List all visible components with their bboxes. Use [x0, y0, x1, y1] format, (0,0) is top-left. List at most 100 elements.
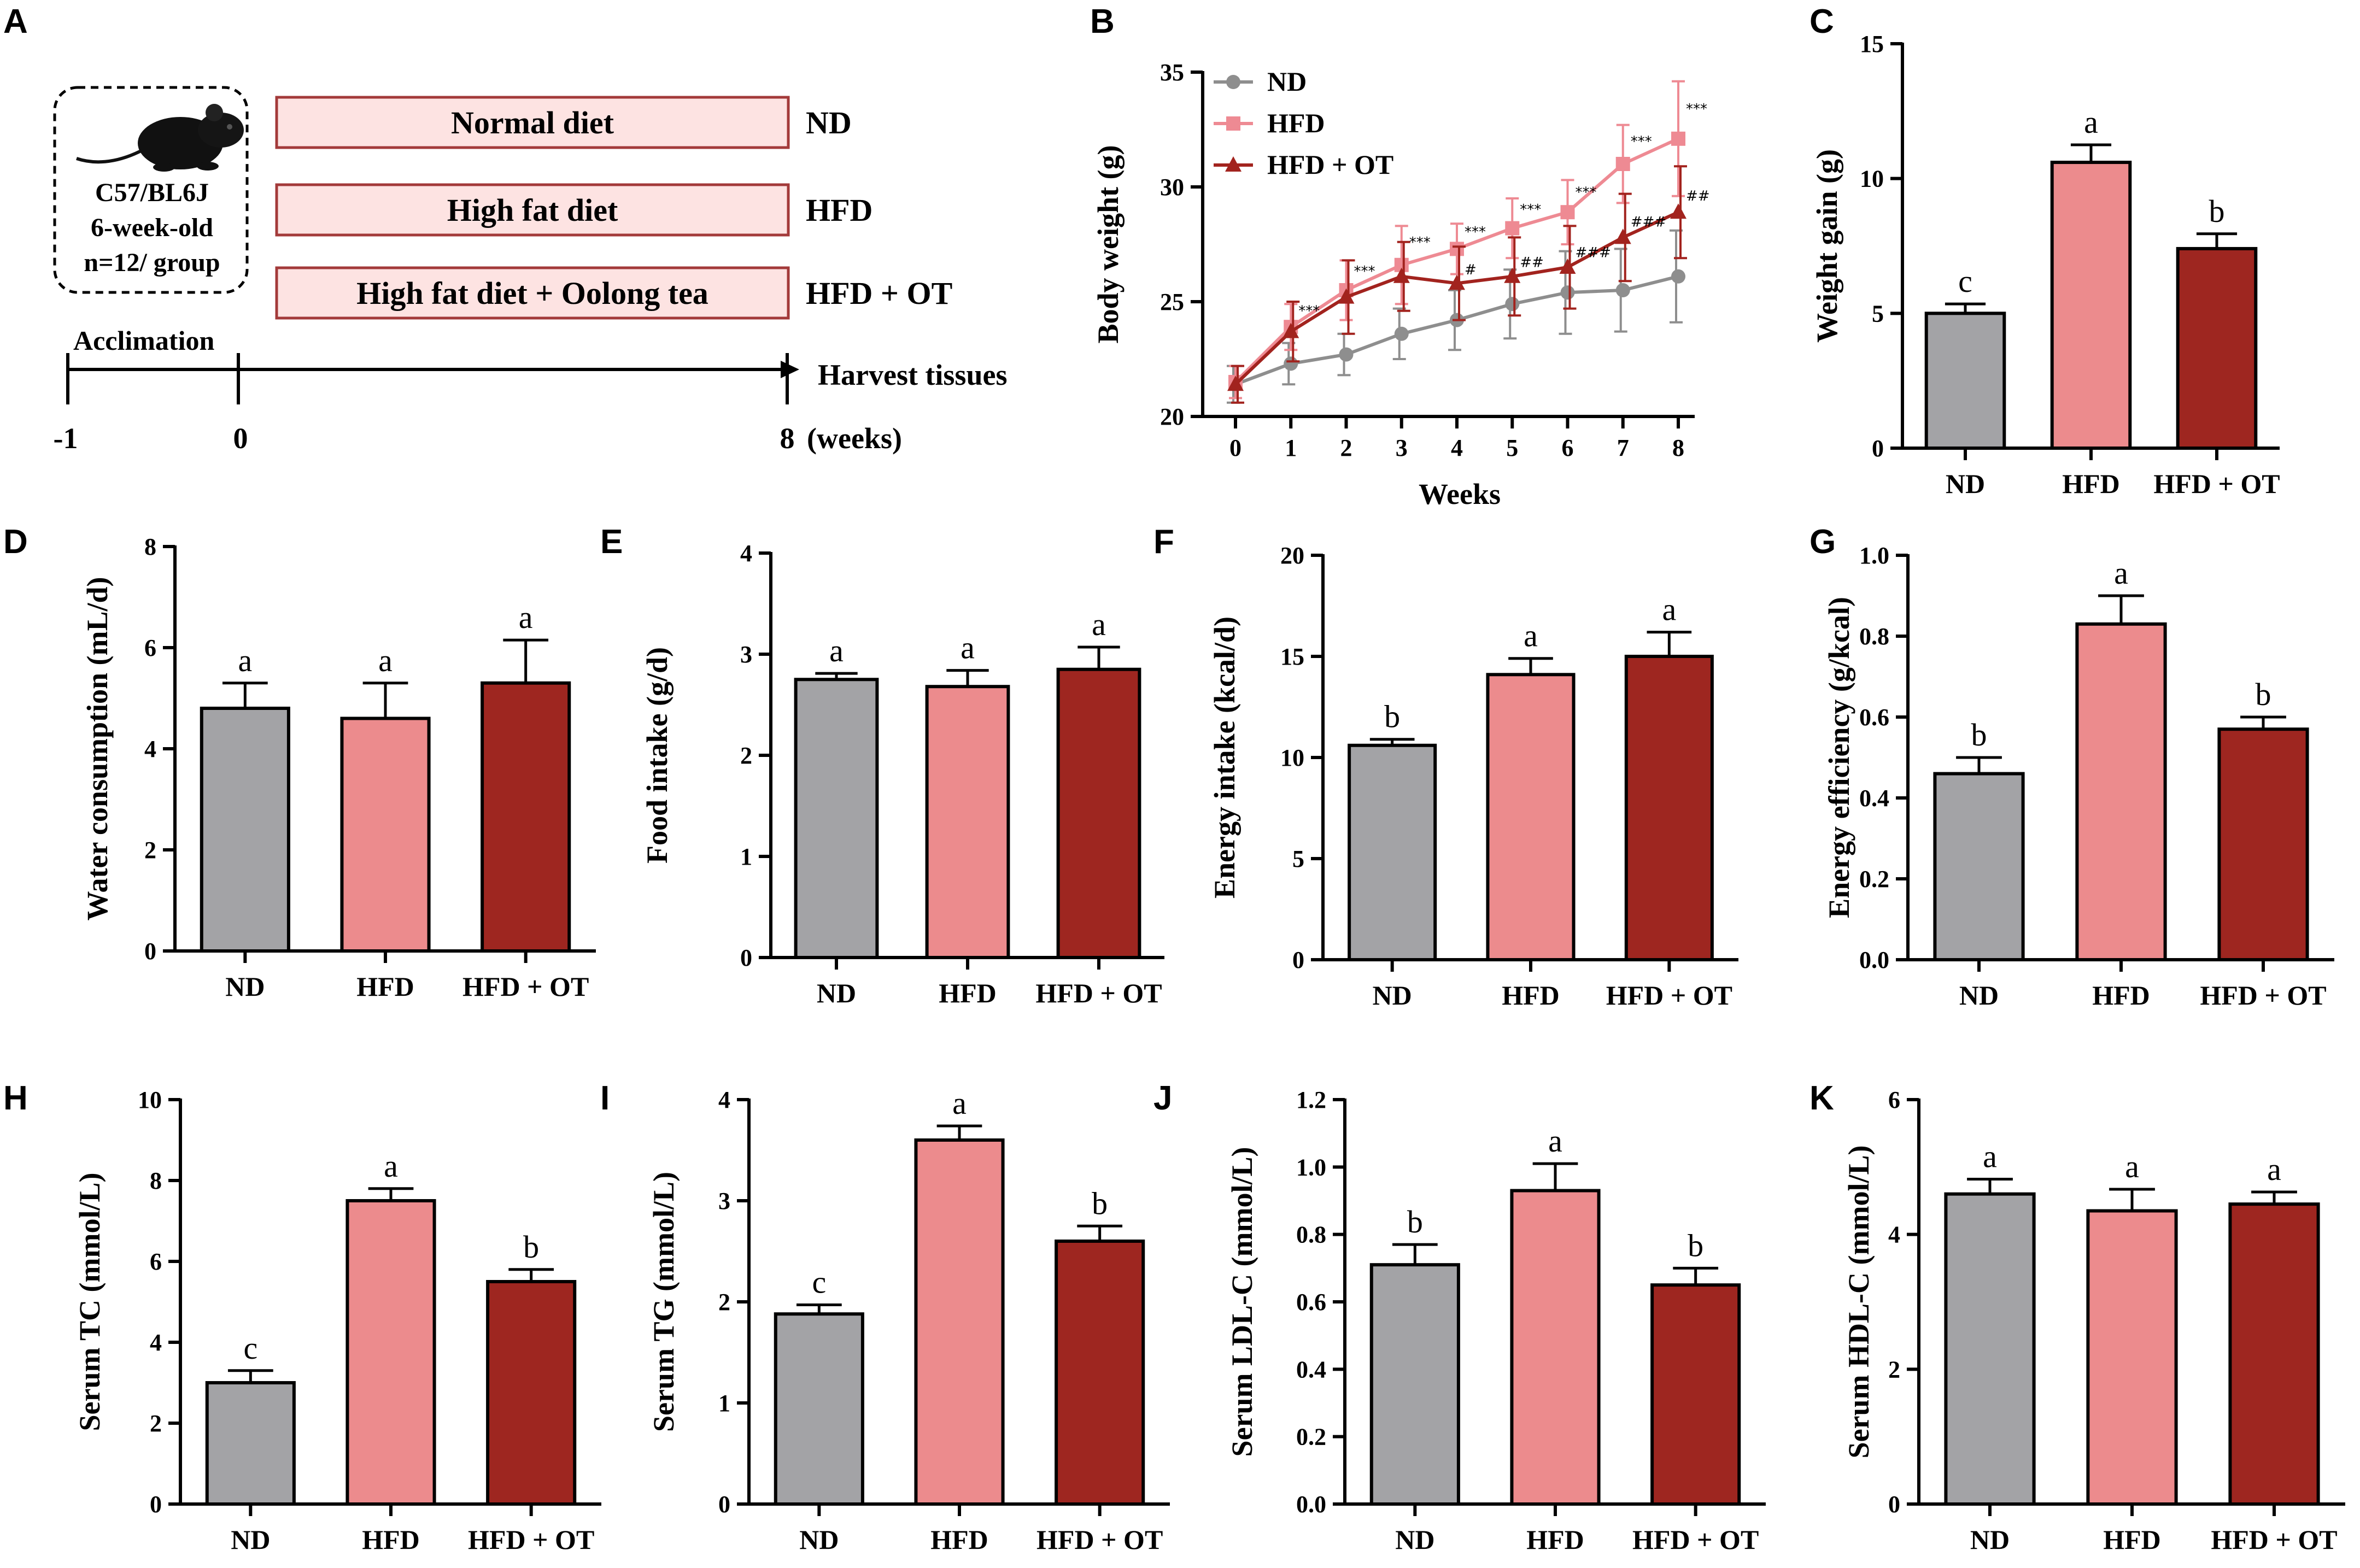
- tick-minus1: -1: [54, 422, 78, 455]
- y-tick-label: 4: [1888, 1221, 1900, 1248]
- panel-letter-d: D: [3, 523, 28, 561]
- data-point: [1560, 205, 1575, 220]
- legend-label: HFD: [1267, 108, 1325, 138]
- data-point: [1283, 322, 1299, 338]
- legend-label: ND: [1267, 66, 1307, 97]
- data-point: [1615, 157, 1630, 171]
- significance-letter: a: [952, 1085, 967, 1121]
- panel-letter-j: J: [1153, 1079, 1172, 1117]
- x-tick-label: HFD: [2092, 980, 2150, 1011]
- x-tick-label: 4: [1451, 434, 1463, 461]
- x-tick-label: 8: [1672, 434, 1684, 461]
- bar-chart-i: I 0 1 2 3 4 Serum TG (mmol/L) ND c HFD a HFD + OT b: [600, 1079, 1170, 1555]
- significance-letter: b: [1971, 717, 1987, 753]
- y-tick-label: 10: [138, 1087, 162, 1113]
- x-tick-label: HFD: [930, 1524, 988, 1555]
- x-tick-label: 5: [1506, 434, 1518, 461]
- bar-nd: [1369, 1263, 1460, 1506]
- y-axis-title: Serum TG (mmol/L): [647, 1172, 680, 1432]
- significance-letter: b: [1407, 1204, 1423, 1240]
- bar-hfd-ot: [1055, 1240, 1145, 1506]
- data-point: [1449, 274, 1465, 290]
- y-tick-label: 0: [144, 938, 156, 965]
- mouse-strain: C57/BL6J: [95, 178, 209, 207]
- bar-hfd: [1510, 1189, 1601, 1506]
- x-tick-label: ND: [231, 1524, 270, 1555]
- bar-nd: [1944, 1192, 2036, 1506]
- series-hfd-ot: [1227, 165, 1687, 404]
- significance-letter: a: [238, 643, 252, 678]
- y-tick-label: 2: [150, 1410, 162, 1437]
- y-tick-label: 2: [740, 742, 752, 769]
- significance-hfd: ***: [1520, 202, 1541, 218]
- diet-group: HFD + OT: [806, 275, 952, 311]
- y-tick-label: 20: [1280, 542, 1304, 569]
- diet-row-hfd: High fat diet HFD: [275, 183, 872, 237]
- harvest-label: Harvest tissues: [818, 359, 1007, 391]
- y-tick-label: 15: [1280, 643, 1304, 670]
- bar-hfd-ot: [2176, 246, 2258, 450]
- y-axis-title: Energy intake (kcal/d): [1208, 616, 1241, 898]
- y-tick-label: 6: [150, 1248, 162, 1275]
- y-tick-label: 0.2: [1859, 866, 1889, 892]
- panel-letter-a: A: [3, 3, 28, 40]
- x-tick-label: 2: [1340, 434, 1352, 461]
- bar-hfd-ot: [2228, 1202, 2320, 1506]
- y-tick-label: 5: [1292, 845, 1304, 872]
- significance-ot: ###: [1576, 244, 1611, 261]
- y-tick-label: 6: [1888, 1087, 1900, 1113]
- y-tick-label: 0: [1888, 1491, 1900, 1518]
- significance-letter: a: [384, 1148, 398, 1184]
- y-tick-label: 1: [718, 1390, 730, 1417]
- x-tick-label: HFD: [1502, 980, 1560, 1011]
- y-tick-label: 0: [1292, 947, 1304, 973]
- significance-letter: a: [2125, 1149, 2139, 1184]
- data-point: [1338, 288, 1355, 304]
- y-tick-label: 10: [1860, 166, 1884, 192]
- bar-chart-h: H 0 2 4 6 8 10 Serum TC (mmol/L) ND c HFD a HFD + OT…: [3, 1079, 601, 1555]
- x-tick-label: ND: [1970, 1524, 2010, 1555]
- y-tick-label: 8: [144, 533, 156, 560]
- data-point: [1505, 297, 1520, 312]
- bar-hfd: [340, 717, 431, 953]
- significance-letter: a: [1548, 1123, 1562, 1159]
- diet-row-nd: Normal diet ND: [275, 96, 852, 149]
- y-tick-label: 25: [1160, 289, 1184, 315]
- mouse-age: 6-week-old: [91, 213, 213, 242]
- legend-marker: [1225, 156, 1242, 172]
- data-point: [1227, 375, 1244, 391]
- bar-hfd: [2050, 161, 2132, 450]
- x-tick-label: HFD: [2103, 1524, 2161, 1555]
- data-point: [1615, 283, 1630, 297]
- panel-letter-h: H: [3, 1079, 28, 1117]
- panel-letter-g: G: [1809, 523, 1836, 561]
- y-tick-label: 0.4: [1296, 1356, 1326, 1383]
- significance-hfd: ***: [1354, 263, 1375, 280]
- significance-letter: a: [829, 633, 844, 668]
- x-tick-label: ND: [817, 978, 856, 1008]
- bar-hfd-ot: [2217, 727, 2309, 961]
- bar-nd: [200, 707, 290, 953]
- y-tick-label: 0: [740, 944, 752, 971]
- x-tick-label: 0: [1229, 434, 1242, 461]
- series-hfd: [1228, 80, 1685, 400]
- bar-hfd: [345, 1199, 436, 1506]
- x-tick-label: HFD + OT: [2153, 468, 2280, 499]
- y-tick-label: 3: [740, 641, 752, 668]
- x-tick-label: ND: [799, 1524, 839, 1555]
- data-point: [1671, 131, 1685, 146]
- y-tick-label: 0.6: [1296, 1289, 1326, 1316]
- diet-label: High fat diet + Oolong tea: [356, 275, 708, 311]
- tick-0: 0: [233, 422, 248, 455]
- x-tick-label: 7: [1617, 434, 1629, 461]
- panel-letter-e: E: [600, 523, 623, 561]
- significance-letter: c: [812, 1265, 826, 1300]
- bar-hfd-ot: [486, 1280, 577, 1506]
- panel-a-schematic: A C57/BL6J 6-week-old n=12/ group Normal…: [3, 3, 1007, 455]
- series-line: [1234, 274, 1679, 386]
- x-tick-label: ND: [225, 971, 265, 1002]
- y-tick-label: 1.0: [1296, 1154, 1326, 1181]
- panel-letter-c: C: [1809, 3, 1834, 40]
- significance-letter: b: [523, 1229, 539, 1265]
